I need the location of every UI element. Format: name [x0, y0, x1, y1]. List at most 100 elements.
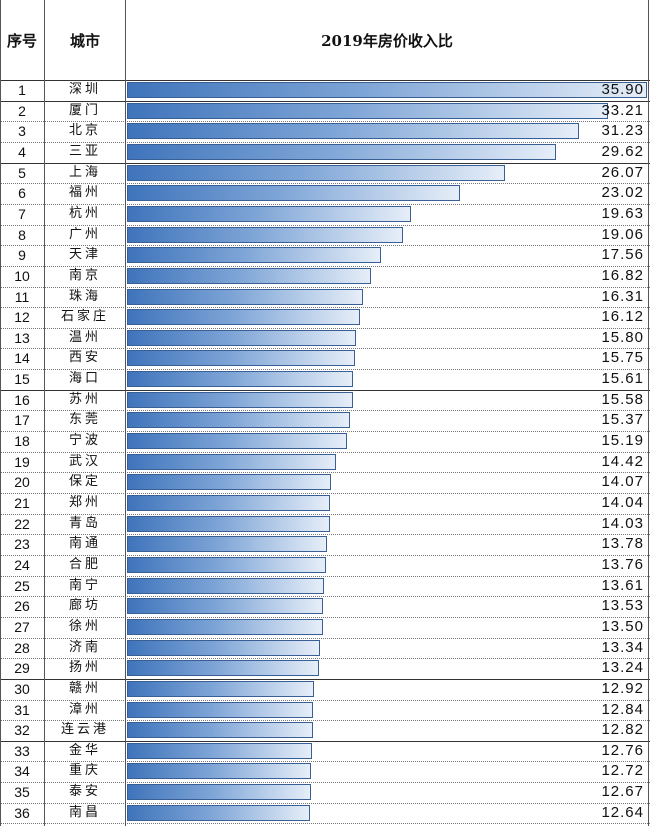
row-divider — [0, 348, 650, 349]
bar — [127, 288, 363, 305]
table-row: 36 南昌 12.64 — [0, 803, 650, 823]
table-row: 14 西安 15.75 — [0, 348, 650, 368]
table-row: 25 南宁 13.61 — [0, 576, 650, 596]
city-label: 广州 — [68, 226, 101, 242]
row-divider — [0, 472, 650, 473]
row-divider — [0, 225, 650, 226]
value-cell: 16.82 — [126, 266, 648, 286]
value-cell: 15.58 — [126, 390, 648, 410]
city-label: 海口 — [68, 371, 101, 387]
value-cell: 31.23 — [126, 121, 648, 141]
table-row: 17 东莞 15.37 — [0, 410, 650, 430]
data-label: 13.61 — [601, 576, 644, 594]
rank-label: 34 — [14, 763, 30, 780]
bar — [127, 804, 310, 821]
rank-label: 1 — [18, 82, 26, 98]
city-label: 南通 — [68, 536, 101, 552]
rank-label: 13 — [14, 329, 30, 346]
rank-label: 21 — [14, 495, 30, 511]
table-row: 35 泰安 12.67 — [0, 782, 650, 802]
table-row: 16 苏州 15.58 — [0, 390, 650, 410]
city-label: 南昌 — [68, 804, 101, 820]
data-label: 17.56 — [601, 246, 644, 264]
value-cell: 13.76 — [126, 555, 648, 575]
data-label: 19.63 — [601, 204, 644, 222]
row-divider — [0, 183, 650, 184]
value-cell: 19.06 — [126, 225, 648, 245]
data-label: 23.02 — [601, 184, 644, 202]
bar — [127, 185, 460, 202]
table-row: 13 温州 15.80 — [0, 328, 650, 348]
table-row: 11 珠海 16.31 — [0, 287, 650, 307]
value-cell: 13.34 — [126, 638, 648, 658]
value-cell: 13.53 — [126, 596, 648, 616]
value-cell: 12.92 — [126, 679, 648, 699]
rank-label: 19 — [14, 453, 30, 470]
city-label: 温州 — [68, 329, 101, 345]
city-label: 三亚 — [68, 143, 101, 159]
value-cell: 33.21 — [126, 101, 648, 121]
value-cell: 13.78 — [126, 534, 648, 554]
row-divider — [0, 803, 650, 804]
bar — [127, 763, 311, 780]
table-row: 15 海口 15.61 — [0, 369, 650, 389]
bar — [127, 742, 312, 759]
data-label: 13.34 — [601, 638, 644, 656]
rank-label: 30 — [14, 680, 30, 697]
bar — [127, 784, 311, 801]
row-divider — [0, 782, 650, 783]
row-divider — [0, 204, 650, 205]
city-label: 廊坊 — [68, 598, 101, 614]
rank-label: 6 — [18, 185, 26, 202]
rank-label: 7 — [18, 205, 26, 222]
city-label: 北京 — [68, 123, 101, 139]
table-row: 32 连云港 12.82 — [0, 720, 650, 740]
data-label: 15.37 — [601, 411, 644, 429]
table-row: 12 石家庄 16.12 — [0, 307, 650, 327]
city-label: 金华 — [68, 742, 101, 758]
bar — [127, 102, 608, 119]
table-row: 8 广州 19.06 — [0, 225, 650, 245]
rank-label: 22 — [14, 515, 30, 532]
table-row: 23 南通 13.78 — [0, 534, 650, 554]
rank-label: 24 — [14, 556, 30, 573]
row-divider — [0, 452, 650, 453]
table-row: 29 扬州 13.24 — [0, 658, 650, 678]
table-row: 21 郑州 14.04 — [0, 493, 650, 513]
city-label: 福州 — [68, 185, 101, 201]
value-cell: 12.84 — [126, 700, 648, 720]
rank-label: 35 — [14, 784, 30, 801]
bar — [127, 412, 350, 429]
rank-label: 4 — [18, 143, 26, 160]
data-label: 13.76 — [601, 555, 644, 573]
value-cell: 15.19 — [126, 431, 648, 451]
rank-label: 32 — [14, 722, 30, 739]
city-label: 西安 — [68, 350, 101, 366]
row-divider — [0, 823, 650, 824]
bar — [127, 722, 313, 739]
rank-label: 10 — [14, 267, 30, 284]
chart-title: 2019年房价收入比 — [321, 32, 453, 50]
data-label: 15.80 — [601, 328, 644, 346]
data-label: 12.84 — [601, 700, 644, 718]
city-label: 南京 — [68, 267, 101, 283]
row-divider — [0, 761, 650, 762]
bar — [127, 226, 403, 243]
value-cell: 13.50 — [126, 617, 648, 637]
table-row: 22 青岛 14.03 — [0, 514, 650, 534]
table-row: 5 上海 26.07 — [0, 163, 650, 183]
value-cell: 26.07 — [126, 163, 648, 183]
row-divider — [0, 328, 650, 329]
city-label: 赣州 — [68, 680, 101, 696]
value-cell: 13.24 — [126, 658, 648, 678]
row-divider — [0, 266, 650, 267]
rank-label: 15 — [14, 371, 30, 388]
table-row: 27 徐州 13.50 — [0, 617, 650, 637]
table-row: 6 福州 23.02 — [0, 183, 650, 203]
rank-label: 27 — [14, 618, 30, 635]
data-label: 12.72 — [601, 762, 644, 780]
row-divider — [0, 287, 650, 288]
table-row: 2 厦门 33.21 — [0, 101, 650, 121]
table-row: 20 保定 14.07 — [0, 472, 650, 492]
bar — [127, 391, 353, 408]
